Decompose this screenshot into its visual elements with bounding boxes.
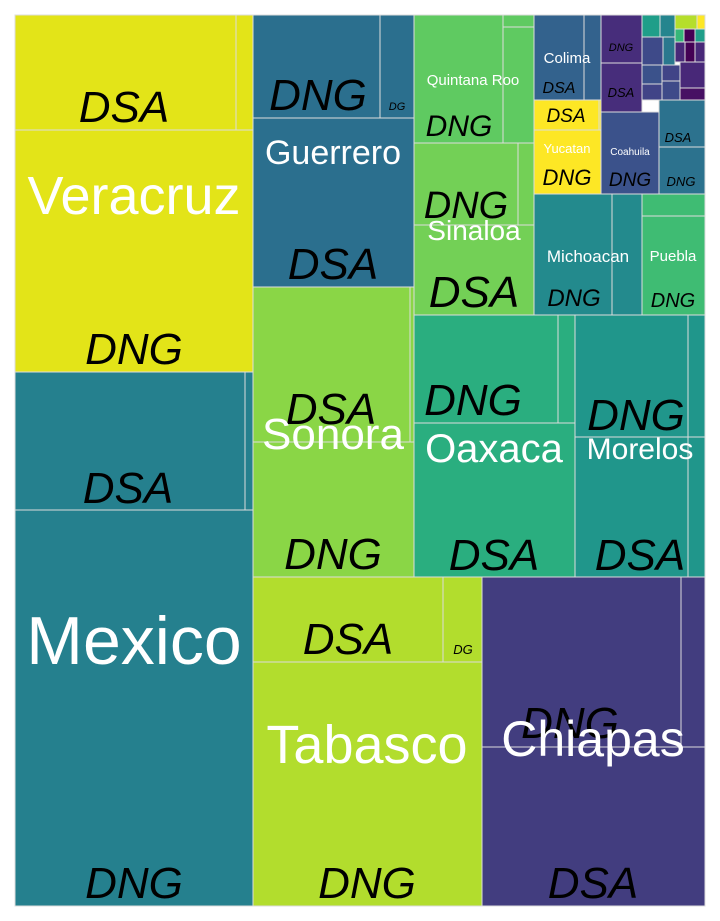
subcategory-label-sonora-0: DSA	[286, 385, 376, 434]
state-label-yucatan: Yucatan	[544, 141, 591, 156]
subcategory-label-colima-0: DSA	[543, 80, 576, 97]
nested-divider-6	[557, 314, 576, 424]
subcategory-label-puebla-0: DNG	[651, 290, 695, 312]
small-tile-2	[674, 14, 698, 30]
subcategory-tile-sonora-dsa	[252, 286, 415, 443]
subcategory-label-chiapas-1: DSA	[548, 859, 638, 908]
small-tile-12	[641, 64, 663, 85]
state-label-morelos: Morelos	[587, 433, 694, 466]
small-tile-5	[683, 28, 696, 43]
nested-divider-5	[517, 142, 535, 226]
state-label-chiapas: Chiapas	[501, 711, 684, 767]
subcategory-label-mexico-1: DNG	[85, 859, 183, 908]
subcategory-label-guerrero-2: DSA	[288, 240, 378, 289]
subcategory-tile-colima-dsa	[533, 14, 602, 101]
state-tile-unlabeled-1	[600, 14, 643, 64]
small-tile-14	[679, 61, 706, 89]
small-tile-1	[659, 14, 676, 38]
nested-divider-2	[409, 286, 415, 443]
subcategory-tile-puebla-dng	[641, 193, 706, 316]
subcategory-label-unlabeled-2-1: DNG	[667, 174, 696, 189]
subcategory-label-sonora-1: DNG	[284, 530, 382, 579]
subcategory-label-oaxaca-0: DNG	[424, 376, 522, 425]
subcategory-label-michoacan-0: DNG	[547, 285, 600, 312]
small-tile-8	[662, 36, 676, 66]
state-tile-unlabeled-2b	[658, 146, 706, 195]
small-tile-4	[674, 28, 685, 43]
treemap-frame	[14, 14, 706, 907]
subcategory-label-coahuila-0: DNG	[609, 170, 651, 191]
subcategory-label-mexico-0: DSA	[83, 464, 173, 513]
subcategory-tile-guerrero-dg	[379, 14, 415, 119]
state-label-veracruz: Veracruz	[27, 166, 240, 226]
small-tile-9	[674, 41, 686, 63]
subcategory-label-tabasco-1: DG	[453, 642, 473, 657]
subcategory-label-sinaloa-0: DNG	[424, 185, 508, 227]
state-label-mexico: Mexico	[26, 603, 241, 679]
subcategory-label-chiapas-0: DNG	[521, 699, 619, 748]
subcategory-tile-michoacan-dng	[533, 193, 643, 316]
small-tile-17	[679, 87, 706, 101]
state-label-coahuila: Coahuila	[610, 147, 650, 158]
subcategory-tile-chiapas-dsa	[481, 746, 706, 907]
subcategory-label-yucatan-1: DNG	[543, 165, 592, 190]
subcategory-label-unlabeled-1-0: DNG	[609, 42, 634, 54]
small-tile-16	[661, 80, 681, 101]
small-tile-13	[661, 64, 681, 82]
subcategory-tile-yucatan-dng	[533, 129, 602, 195]
small-tile-15	[641, 83, 663, 101]
small-tile-11	[694, 41, 706, 63]
subcategory-label-morelos-1: DSA	[595, 531, 685, 580]
state-label-puebla: Puebla	[650, 248, 697, 265]
small-tile-7	[641, 36, 664, 66]
nested-divider-11	[611, 193, 643, 316]
subcategory-label-oaxaca-1: DSA	[449, 531, 539, 580]
state-label-sinaloa: Sinaloa	[427, 215, 521, 246]
nested-divider-10	[598, 99, 602, 131]
small-tile-6	[694, 28, 706, 43]
subcategory-tile-guerrero-dsa	[252, 117, 415, 288]
subcategory-label-quintana-roo-0: DNG	[426, 110, 493, 143]
state-label-sonora: Sonora	[262, 410, 404, 459]
subcategory-label-veracruz-1: DNG	[85, 325, 183, 374]
state-label-quintana-roo: Quintana Roo	[427, 72, 520, 89]
subcategory-tile-sonora-dng	[252, 441, 415, 578]
subcategory-label-unlabeled-2-0: DSA	[665, 130, 692, 145]
subcategory-tile-quintana-roo-dng	[413, 14, 535, 144]
state-label-guerrero: Guerrero	[265, 134, 401, 172]
subcategory-label-tabasco-2: DNG	[318, 859, 416, 908]
small-tile-10	[684, 41, 696, 63]
subcategory-label-morelos-0: DNG	[587, 391, 685, 440]
subcategory-tile-mexico-dng	[14, 509, 254, 907]
subcategory-tile-morelos-dsa	[574, 436, 706, 578]
subcategory-tile-yucatan-dsa	[533, 99, 602, 131]
subcategory-tile-tabasco-dng	[252, 661, 483, 907]
subcategory-label-tabasco-0: DSA	[303, 615, 393, 664]
subcategory-label-sinaloa-1: DSA	[429, 268, 519, 317]
subcategory-label-unlabeled-1-1: DSA	[608, 85, 635, 100]
small-tile-3	[696, 14, 706, 30]
subcategory-tile-sinaloa-dsa	[413, 224, 535, 316]
state-label-tabasco: Tabasco	[266, 715, 467, 775]
subcategory-tile-veracruz-dng	[14, 129, 254, 373]
state-label-michoacan: Michoacan	[547, 247, 629, 266]
state-label-colima: Colima	[544, 50, 591, 67]
subcategory-tile-tabasco-dg	[442, 576, 483, 663]
subcategory-tile-chiapas-dng	[481, 576, 706, 748]
subcategory-label-yucatan-0: DSA	[546, 106, 585, 127]
subcategory-label-guerrero-0: DNG	[269, 71, 367, 120]
nested-divider-1	[244, 371, 254, 511]
subcategory-label-veracruz-0: DSA	[79, 83, 169, 132]
subcategory-label-guerrero-1: DG	[389, 101, 406, 113]
state-label-oaxaca: Oaxaca	[425, 427, 564, 471]
small-tile-0	[641, 14, 661, 38]
state-tile-unlabeled-1b	[600, 62, 643, 113]
subcategory-tile-mexico-dsa	[14, 371, 254, 511]
